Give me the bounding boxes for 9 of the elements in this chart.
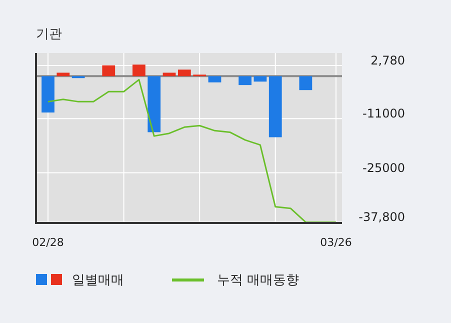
- y-tick-label: -11000: [362, 106, 405, 121]
- chart-title: 기관: [36, 27, 62, 42]
- legend-label: 누적 매매동향: [217, 273, 300, 288]
- x-tick-label: 03/26: [320, 236, 352, 249]
- y-tick-label: -37,800: [358, 210, 405, 224]
- y-tick-label: 2,780: [370, 53, 405, 68]
- legend-label: 일별매매: [72, 273, 124, 288]
- y-tick-label: -25000: [362, 160, 405, 175]
- x-tick-label: 02/28: [32, 236, 64, 249]
